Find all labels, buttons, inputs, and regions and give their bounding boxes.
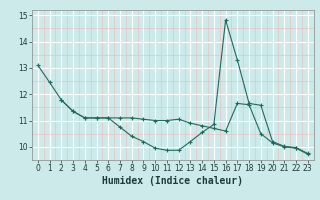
X-axis label: Humidex (Indice chaleur): Humidex (Indice chaleur) — [102, 176, 243, 186]
